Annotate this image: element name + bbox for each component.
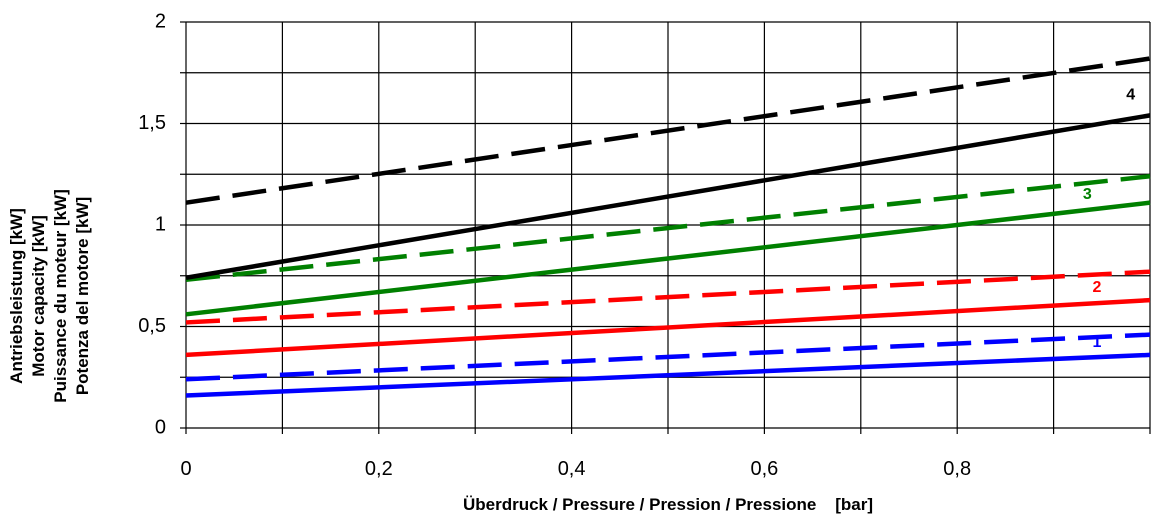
y-tick-label: 0,5 <box>138 315 166 337</box>
x-tick-label: 0,8 <box>943 458 971 480</box>
curve-labels: 1 2 3 4 <box>1083 86 1135 351</box>
y-tick-label: 0 <box>155 416 166 438</box>
series-3-dashed-line <box>185 174 1151 283</box>
y-axis-ticks: 0 0,5 1 1,5 2 <box>138 10 166 438</box>
curve-label-1: 1 <box>1093 334 1102 351</box>
x-tick-label: 0 <box>180 458 191 480</box>
x-tick-label: 0,2 <box>365 458 393 480</box>
y-axis-title-line: Antriebsleistung [kW] <box>7 208 26 384</box>
y-tick-label: 1,5 <box>138 112 166 134</box>
series-lines <box>185 56 1151 398</box>
y-axis-title-line: Potenza del motore [kW] <box>73 197 92 395</box>
series-3-solid-line <box>185 200 1151 317</box>
x-tick-label: 0,6 <box>750 458 778 480</box>
x-axis-title: Überdruck / Pressure / Pression / Pressi… <box>463 495 873 514</box>
curve-label-2: 2 <box>1093 279 1102 296</box>
y-tick-label: 2 <box>155 10 166 32</box>
series-4-dashed-line <box>185 56 1151 205</box>
curve-label-4: 4 <box>1126 86 1135 103</box>
series-1-dashed-line <box>185 332 1151 382</box>
y-axis-title-line: Motor capacity [kW] <box>29 215 48 377</box>
series-2-dashed-line <box>185 269 1151 325</box>
series-1-solid-line <box>185 352 1151 398</box>
y-tick-label: 1 <box>155 213 166 235</box>
x-tick-label: 0,4 <box>558 458 586 480</box>
y-axis-title: Antriebsleistung [kW] Motor capacity [kW]… <box>7 189 92 402</box>
series-4-solid-line <box>185 113 1151 280</box>
series-2-solid-line <box>185 297 1151 358</box>
y-axis-title-line: Puissance du moteur [kW] <box>51 189 70 402</box>
x-axis-ticks: 0 0,2 0,4 0,6 0,8 <box>180 458 971 480</box>
curve-label-3: 3 <box>1083 186 1092 203</box>
